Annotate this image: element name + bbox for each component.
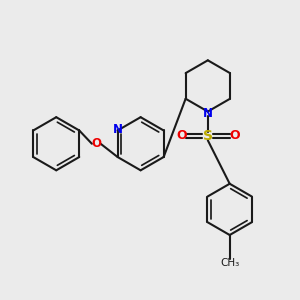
Text: N: N	[203, 106, 213, 120]
Text: N: N	[112, 123, 123, 136]
Text: O: O	[91, 137, 101, 150]
Text: O: O	[229, 129, 240, 142]
Text: S: S	[203, 129, 213, 143]
Text: O: O	[176, 129, 187, 142]
Text: CH₃: CH₃	[220, 258, 239, 268]
